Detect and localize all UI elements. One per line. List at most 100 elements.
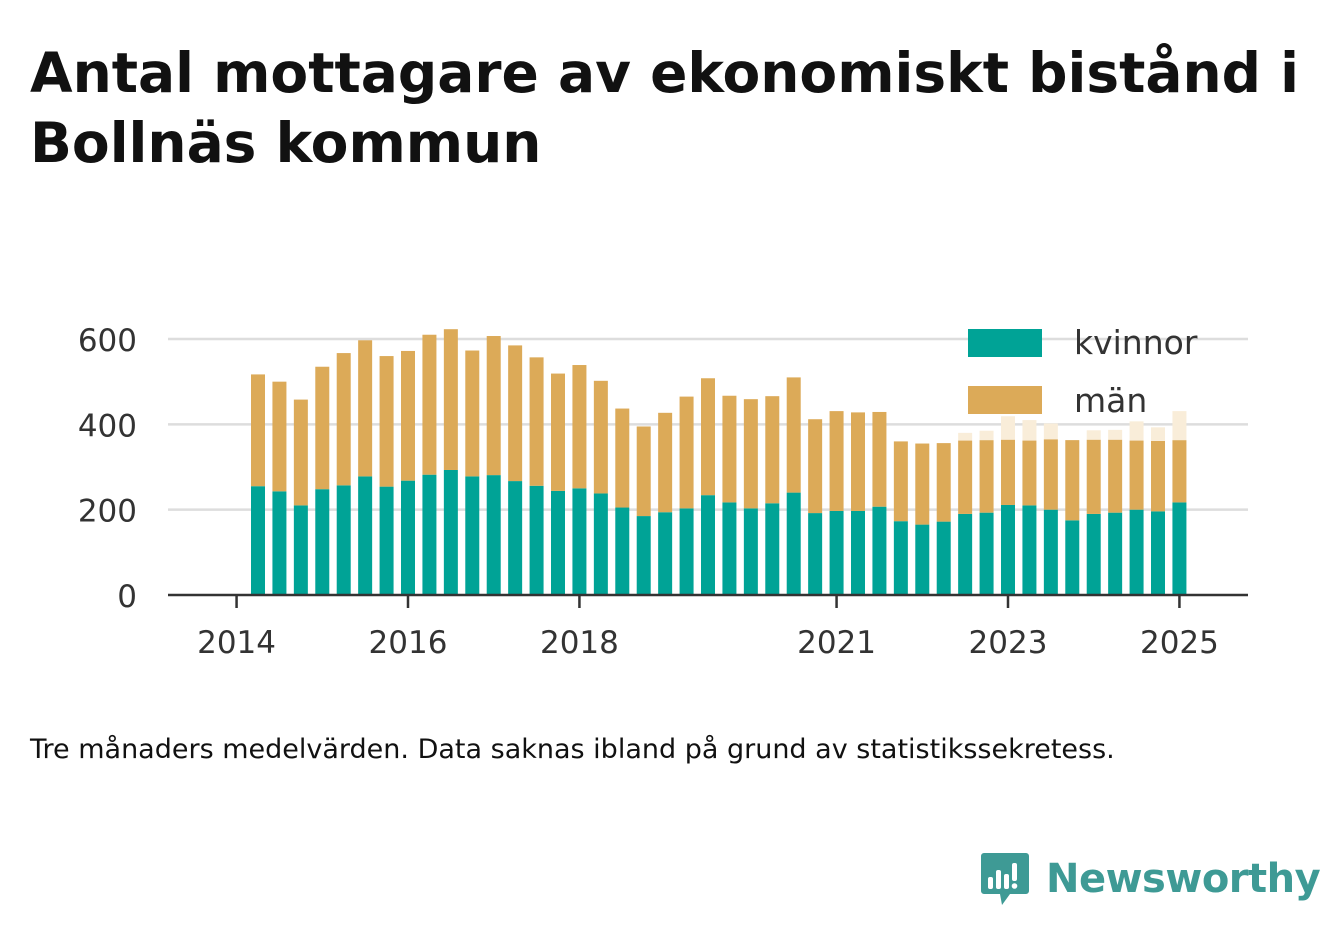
bar-kvinnor: [1086, 513, 1101, 595]
bar-man: [1022, 440, 1037, 506]
bar-man: [443, 329, 458, 470]
legend-label-kvinnor: kvinnor: [1074, 323, 1198, 362]
x-tick-label: 2023: [969, 625, 1048, 661]
bar-man: [465, 350, 480, 477]
bar-kvinnor: [336, 485, 351, 595]
bar-man: [1086, 439, 1101, 514]
bar-man: [979, 440, 994, 513]
bar-man: [636, 426, 651, 517]
bar-kvinnor: [1043, 509, 1058, 595]
bar-man: [615, 408, 630, 508]
bar-man: [1151, 440, 1165, 512]
y-tick-label: 0: [117, 579, 137, 615]
bar-man: [1172, 440, 1187, 503]
bar-man: [508, 345, 523, 482]
bar-kvinnor: [679, 508, 694, 595]
brand-name: Newsworthy: [1046, 856, 1321, 902]
bar-man: [593, 380, 608, 494]
bar-man-missing: [1022, 420, 1037, 441]
bar-kvinnor: [615, 507, 630, 595]
bar-man: [743, 399, 758, 509]
bar-kvinnor: [486, 475, 501, 595]
bar-kvinnor: [272, 491, 287, 595]
bar-kvinnor: [808, 513, 823, 595]
legend-label-man: män: [1074, 381, 1147, 420]
bar-kvinnor: [786, 492, 801, 595]
x-tick-label: 2014: [197, 625, 276, 661]
bar-man: [529, 357, 544, 486]
bar-man-missing: [1151, 427, 1165, 441]
bar-man-missing: [979, 430, 994, 441]
x-axis: 2014 2016 2018 2021 2023 2025: [168, 593, 1248, 661]
bar-man: [872, 411, 887, 507]
bar-kvinnor: [529, 485, 544, 595]
bar-man-missing: [1108, 429, 1123, 440]
bar-kvinnor: [722, 502, 737, 595]
bar-man: [1065, 440, 1080, 521]
bar-man: [786, 377, 801, 493]
bar-man: [379, 356, 394, 487]
bar-man-missing: [1129, 421, 1144, 441]
bar-man: [701, 378, 715, 496]
bar-kvinnor: [893, 521, 908, 595]
bar-man-missing: [1172, 411, 1187, 441]
bar-kvinnor: [1129, 509, 1144, 595]
bars: [251, 329, 1187, 595]
y-tick-label: 400: [78, 408, 137, 444]
bar-kvinnor: [315, 489, 330, 595]
bar-kvinnor: [572, 488, 587, 595]
bar-kvinnor: [1151, 511, 1165, 595]
bar-kvinnor: [829, 510, 844, 595]
bar-kvinnor: [1001, 504, 1015, 595]
bar-man-missing: [958, 432, 973, 441]
bar-kvinnor: [401, 480, 415, 595]
bar-kvinnor: [1172, 502, 1187, 595]
chart-title: Antal mottagare av ekonomiskt bistånd i …: [30, 41, 1300, 175]
bar-man: [551, 373, 565, 491]
bar-kvinnor: [636, 516, 651, 595]
x-tick-label: 2021: [797, 625, 876, 661]
bar-kvinnor: [1065, 520, 1080, 595]
bar-kvinnor: [743, 508, 758, 595]
x-tick-label: 2025: [1140, 625, 1219, 661]
y-axis: 0 200 400 600: [78, 323, 137, 615]
bar-man: [722, 395, 737, 503]
bar-man: [808, 419, 823, 514]
bar-man: [1001, 439, 1015, 505]
bar-man: [486, 336, 501, 476]
bar-man: [293, 399, 308, 506]
bar-man: [765, 396, 780, 504]
bar-man: [336, 353, 351, 486]
x-tick-label: 2016: [369, 625, 448, 661]
bar-kvinnor: [936, 521, 951, 595]
bar-man-missing: [1086, 430, 1101, 440]
bar-kvinnor: [958, 513, 973, 595]
bar-man: [1108, 439, 1123, 513]
bar-kvinnor: [765, 503, 780, 595]
bar-kvinnor: [379, 486, 394, 595]
bar-man: [915, 443, 930, 525]
bar-man: [893, 441, 908, 522]
legend: kvinnor män: [968, 323, 1198, 420]
bar-kvinnor: [508, 481, 523, 595]
bar-kvinnor: [551, 490, 565, 595]
bar-man: [1129, 440, 1144, 510]
bar-man: [422, 334, 437, 475]
bar-kvinnor: [293, 505, 308, 595]
bar-kvinnor: [979, 512, 994, 595]
x-tick-label: 2018: [540, 625, 619, 661]
bar-kvinnor: [1108, 512, 1123, 595]
bar-kvinnor: [251, 486, 265, 595]
bar-man: [572, 365, 587, 489]
bar-man: [936, 443, 951, 522]
bar-kvinnor: [658, 512, 673, 595]
y-tick-label: 200: [78, 494, 137, 530]
bar-kvinnor: [593, 493, 608, 595]
bar-kvinnor: [465, 476, 480, 595]
legend-swatch-man: [968, 386, 1042, 414]
bar-kvinnor: [1022, 505, 1037, 595]
brand-logo[interactable]: Newsworthy: [980, 848, 1321, 910]
bar-man: [272, 381, 287, 492]
bar-kvinnor: [872, 506, 887, 595]
